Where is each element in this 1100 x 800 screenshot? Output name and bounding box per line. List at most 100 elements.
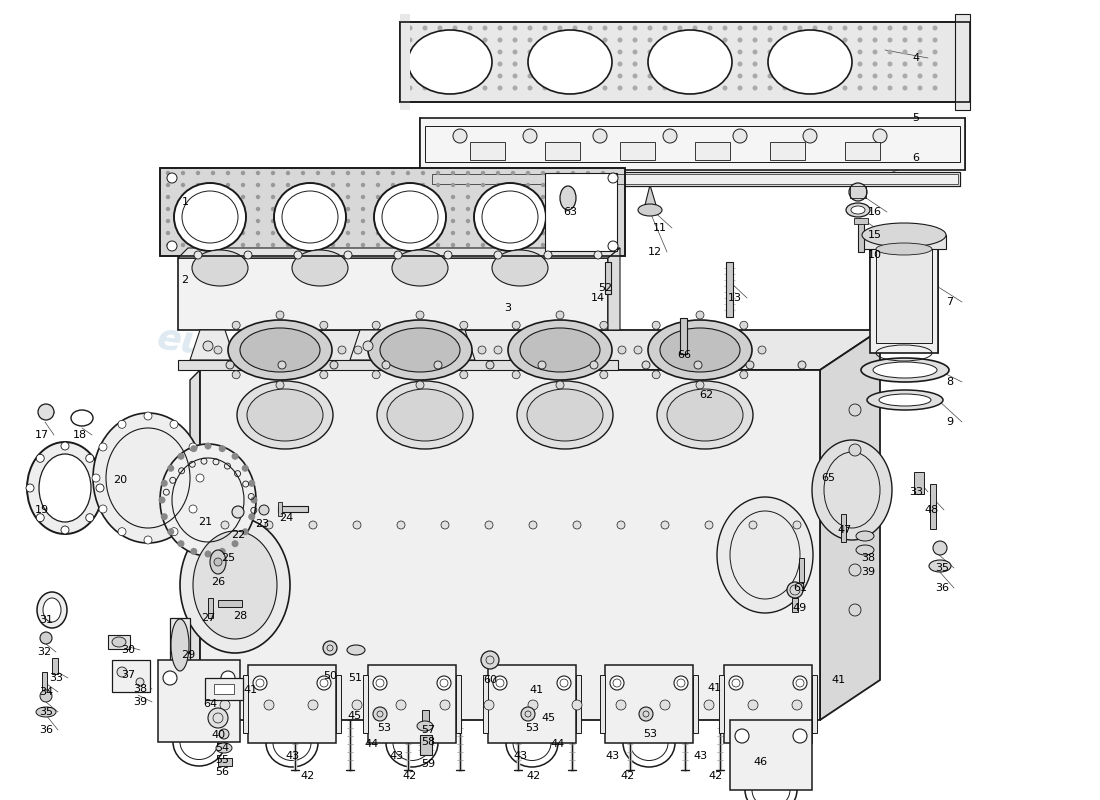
Ellipse shape xyxy=(282,191,338,243)
Bar xyxy=(420,735,432,755)
Circle shape xyxy=(390,230,395,235)
Circle shape xyxy=(603,38,607,42)
Circle shape xyxy=(331,242,335,247)
Circle shape xyxy=(601,242,605,247)
Circle shape xyxy=(99,505,107,513)
Bar xyxy=(605,262,610,294)
Circle shape xyxy=(827,26,833,30)
Circle shape xyxy=(26,484,34,492)
Ellipse shape xyxy=(482,191,538,243)
Circle shape xyxy=(286,242,290,247)
Bar xyxy=(200,370,820,720)
Text: 5: 5 xyxy=(913,113,920,123)
Text: 56: 56 xyxy=(214,767,229,777)
Circle shape xyxy=(793,729,807,743)
Text: 36: 36 xyxy=(935,583,949,593)
Circle shape xyxy=(873,129,887,143)
Ellipse shape xyxy=(182,191,238,243)
Circle shape xyxy=(196,218,200,223)
Circle shape xyxy=(441,521,449,529)
Circle shape xyxy=(526,242,530,247)
Bar xyxy=(278,502,282,516)
Circle shape xyxy=(541,230,546,235)
Circle shape xyxy=(723,86,727,90)
Circle shape xyxy=(723,74,727,78)
Text: 48: 48 xyxy=(925,505,939,515)
Circle shape xyxy=(594,251,602,259)
Circle shape xyxy=(283,341,293,351)
Circle shape xyxy=(451,218,455,223)
Bar xyxy=(544,142,580,160)
Circle shape xyxy=(600,322,608,330)
Circle shape xyxy=(674,676,688,690)
Circle shape xyxy=(556,182,560,187)
Circle shape xyxy=(571,218,575,223)
Text: 41: 41 xyxy=(529,685,543,695)
Circle shape xyxy=(662,38,668,42)
Circle shape xyxy=(526,182,530,187)
Circle shape xyxy=(422,86,428,90)
Text: 27: 27 xyxy=(201,613,216,623)
Polygon shape xyxy=(430,330,475,360)
Circle shape xyxy=(528,38,532,42)
Circle shape xyxy=(556,381,564,389)
Circle shape xyxy=(528,700,538,710)
Circle shape xyxy=(345,218,350,223)
Bar xyxy=(205,678,243,700)
Circle shape xyxy=(813,38,817,42)
Circle shape xyxy=(481,194,485,199)
Circle shape xyxy=(632,62,638,66)
Circle shape xyxy=(843,26,847,30)
Circle shape xyxy=(538,361,546,369)
Circle shape xyxy=(617,26,623,30)
Circle shape xyxy=(528,74,532,78)
Circle shape xyxy=(573,521,581,529)
Circle shape xyxy=(693,74,697,78)
Bar xyxy=(400,22,970,102)
Circle shape xyxy=(497,38,503,42)
Circle shape xyxy=(737,86,742,90)
Ellipse shape xyxy=(879,394,931,406)
Circle shape xyxy=(662,26,668,30)
Bar xyxy=(42,672,47,694)
Circle shape xyxy=(271,182,275,187)
Text: 10: 10 xyxy=(868,250,882,260)
Circle shape xyxy=(813,62,817,66)
Circle shape xyxy=(353,521,361,529)
Circle shape xyxy=(436,170,440,175)
Circle shape xyxy=(286,218,290,223)
Circle shape xyxy=(648,74,652,78)
Text: 35: 35 xyxy=(39,707,53,717)
Bar xyxy=(680,318,688,354)
Ellipse shape xyxy=(94,413,204,543)
Circle shape xyxy=(421,194,426,199)
Bar xyxy=(218,600,242,607)
Circle shape xyxy=(406,218,410,223)
Text: 57: 57 xyxy=(421,725,436,735)
Circle shape xyxy=(451,230,455,235)
Text: 19: 19 xyxy=(35,505,50,515)
Circle shape xyxy=(601,170,605,175)
Circle shape xyxy=(271,218,275,223)
Bar xyxy=(483,675,488,733)
Circle shape xyxy=(603,50,607,54)
Circle shape xyxy=(544,251,552,259)
Circle shape xyxy=(189,443,197,451)
Circle shape xyxy=(422,26,428,30)
Text: 55: 55 xyxy=(214,755,229,765)
Text: 29: 29 xyxy=(180,650,195,660)
Circle shape xyxy=(309,521,317,529)
Circle shape xyxy=(556,230,560,235)
Text: 65: 65 xyxy=(821,473,835,483)
Circle shape xyxy=(220,700,230,710)
Ellipse shape xyxy=(648,320,752,380)
Circle shape xyxy=(723,50,727,54)
Circle shape xyxy=(497,26,503,30)
Circle shape xyxy=(166,194,170,199)
Circle shape xyxy=(177,540,185,547)
Circle shape xyxy=(465,218,470,223)
Circle shape xyxy=(232,506,244,518)
Ellipse shape xyxy=(861,358,949,382)
Circle shape xyxy=(320,370,328,378)
Text: 6: 6 xyxy=(913,153,920,163)
